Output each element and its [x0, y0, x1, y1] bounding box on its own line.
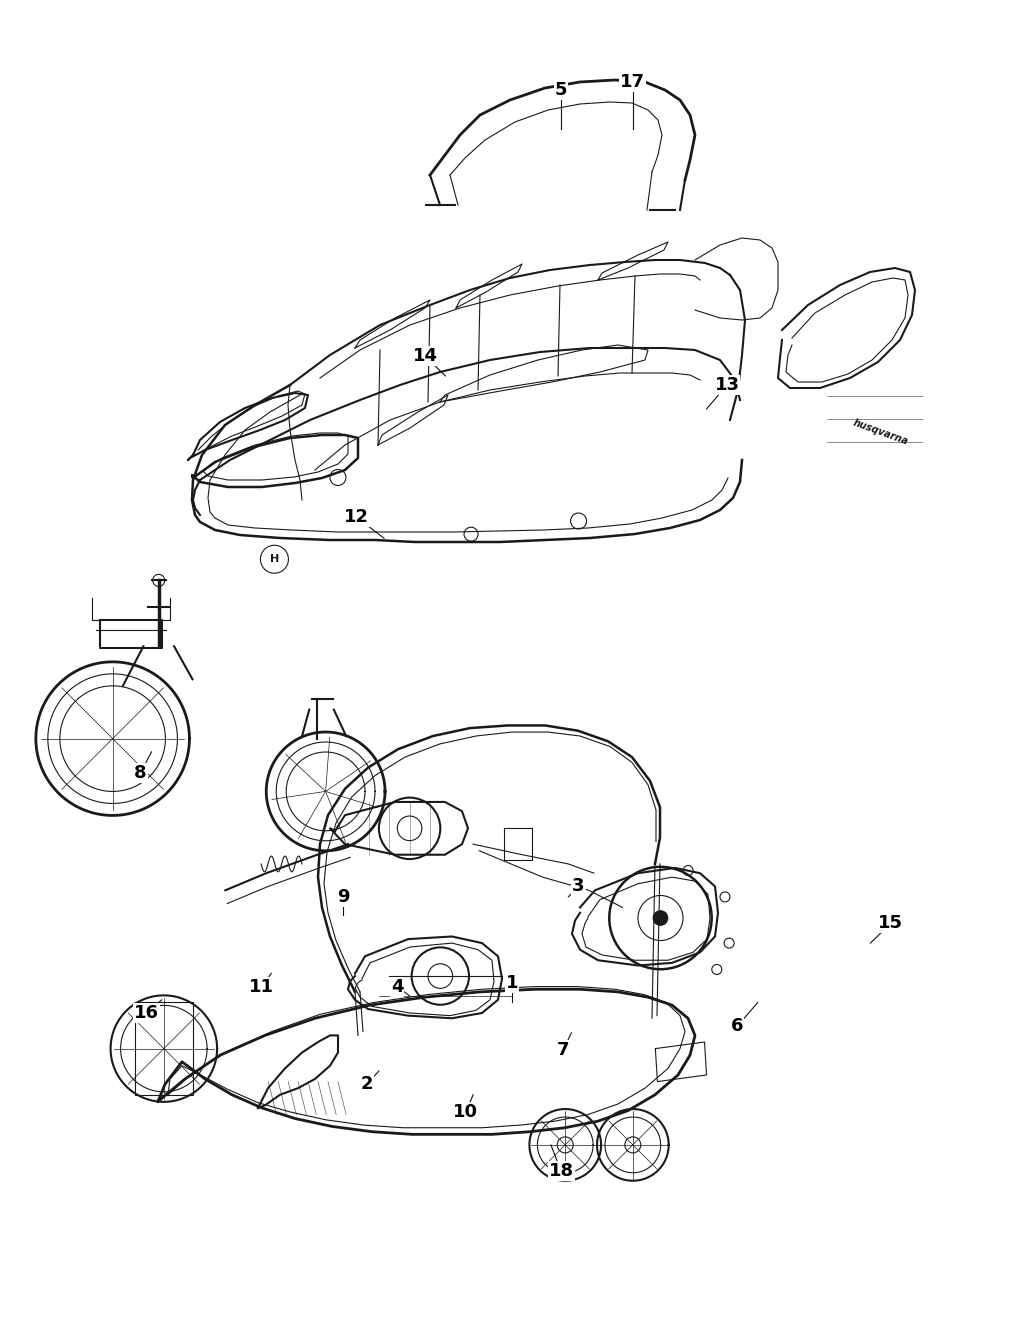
Text: 9: 9	[337, 888, 349, 906]
Text: 8: 8	[134, 764, 146, 782]
Text: 11: 11	[249, 977, 273, 996]
Text: 14: 14	[413, 347, 437, 365]
Text: 12: 12	[344, 508, 369, 526]
Text: 3: 3	[572, 877, 585, 896]
Text: husqvarna: husqvarna	[852, 418, 909, 447]
Text: 7: 7	[557, 1041, 569, 1059]
Text: H: H	[269, 554, 280, 565]
Text: 17: 17	[621, 73, 645, 91]
Text: 6: 6	[731, 1017, 743, 1035]
Circle shape	[653, 911, 668, 925]
Text: 13: 13	[715, 376, 739, 394]
Text: 18: 18	[549, 1162, 573, 1181]
Text: 4: 4	[391, 977, 403, 996]
Text: 15: 15	[879, 914, 903, 933]
Text: 10: 10	[454, 1103, 478, 1121]
Text: 16: 16	[134, 1004, 159, 1022]
Text: 5: 5	[555, 80, 567, 99]
Text: 1: 1	[506, 973, 518, 992]
Text: 2: 2	[360, 1075, 373, 1093]
